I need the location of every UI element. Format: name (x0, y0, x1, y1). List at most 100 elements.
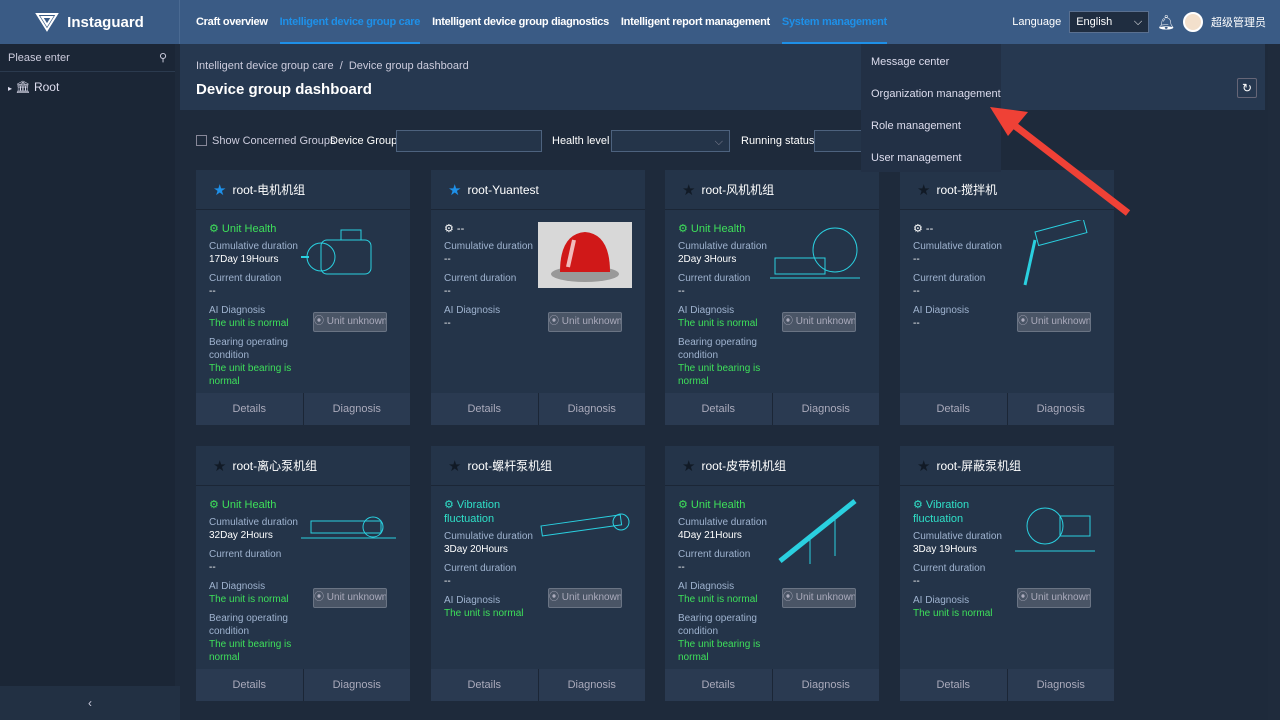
card-status: Unit Health (690, 499, 746, 511)
user-name[interactable]: 超级管理员 (1211, 17, 1266, 29)
scrollbar[interactable] (1268, 44, 1280, 720)
motor-image (301, 229, 372, 275)
star-icon[interactable]: ★ (682, 181, 696, 199)
card-title[interactable]: root-搅拌机 (936, 183, 998, 197)
nav-device-group-diagnostics[interactable]: Intelligent device group diagnostics (432, 16, 609, 28)
canned-pump-image (1015, 507, 1095, 552)
alarm-light-image (538, 222, 632, 288)
ai-value: The unit is normal (209, 594, 289, 605)
language-select[interactable]: English ⌵ (1069, 11, 1150, 33)
refresh-button[interactable]: ↻ (1237, 78, 1257, 98)
card-title[interactable]: root-电机机组 (232, 183, 306, 197)
star-icon[interactable]: ★ (448, 181, 462, 199)
cumulative-label: Cumulative duration (913, 531, 1002, 542)
star-icon[interactable]: ★ (213, 181, 227, 199)
search-icon[interactable]: ⚲ (158, 52, 167, 64)
diagnosis-button[interactable]: Diagnosis (1036, 403, 1085, 415)
cumulative-label: Cumulative duration (678, 241, 767, 252)
details-button[interactable]: Details (900, 393, 1008, 425)
card-title[interactable]: root-风机机组 (701, 183, 775, 197)
unit-status-icon: ⚙︎ (209, 223, 222, 235)
diagnosis-button[interactable]: Diagnosis (1036, 679, 1085, 691)
nav-report-management[interactable]: Intelligent report management (620, 16, 770, 28)
unit-unknown-button[interactable]: ⦿ Unit unknown (782, 312, 856, 332)
star-icon[interactable]: ★ (917, 457, 931, 475)
menu-user-management[interactable]: User management (871, 152, 962, 164)
avatar[interactable] (1183, 12, 1203, 32)
tree-item-root[interactable]: ▸ 🏛︎ Root (0, 72, 175, 102)
card-title[interactable]: root-螺杆泵机组 (467, 459, 553, 473)
card-title[interactable]: root-Yuantest (467, 182, 539, 197)
unit-unknown-button[interactable]: ⦿ Unit unknown (313, 312, 387, 332)
star-icon[interactable]: ★ (682, 457, 696, 475)
star-icon[interactable]: ★ (213, 457, 227, 475)
cumulative-value: 3Day 19Hours (913, 544, 977, 555)
unit-unknown-button[interactable]: ⦿ Unit unknown (548, 312, 622, 332)
show-concerned-label: Show Concerned Groups (212, 135, 336, 147)
star-icon[interactable]: ★ (448, 457, 462, 475)
card-status: Vibration fluctuation (444, 499, 501, 525)
details-button[interactable]: Details (431, 669, 539, 701)
tree-search-input[interactable]: Please enter ⚲ (0, 44, 175, 72)
details-button[interactable]: Details (665, 393, 773, 425)
details-button[interactable]: Details (196, 393, 304, 425)
details-button[interactable]: Details (431, 393, 539, 425)
unit-status-icon: ⚙︎ (209, 499, 222, 511)
sidebar: Please enter ⚲ ▸ 🏛︎ Root ‹ (0, 44, 180, 720)
search-placeholder: Please enter (8, 51, 70, 64)
conveyor-image (778, 499, 857, 564)
ai-value: The unit is normal (209, 318, 289, 329)
unit-unknown-button[interactable]: ⦿ Unit unknown (1017, 312, 1091, 332)
diagnosis-button[interactable]: Diagnosis (567, 679, 616, 691)
collapse-sidebar-button[interactable]: ‹ (0, 686, 180, 720)
health-level-select[interactable]: ⌵ (611, 130, 730, 152)
card-title[interactable]: root-离心泵机组 (232, 459, 318, 473)
unit-unknown-button[interactable]: ⦿ Unit unknown (1017, 588, 1091, 608)
current-value: -- (444, 286, 451, 297)
current-value: -- (913, 286, 920, 297)
caret-right-icon[interactable]: ▸ (8, 84, 13, 93)
unit-unknown-button[interactable]: ⦿ Unit unknown (313, 588, 387, 608)
diagnosis-button[interactable]: Diagnosis (801, 403, 850, 415)
ai-label: AI Diagnosis (444, 305, 501, 316)
device-group-input[interactable] (396, 130, 542, 152)
card-title[interactable]: root-皮带机机组 (701, 459, 787, 473)
ai-value: The unit is normal (444, 608, 524, 619)
card-title[interactable]: root-屏蔽泵机组 (936, 459, 1022, 473)
diagnosis-button[interactable]: Diagnosis (567, 403, 616, 415)
diagnosis-button[interactable]: Diagnosis (332, 403, 381, 415)
details-button[interactable]: Details (196, 669, 304, 701)
menu-message-center[interactable]: Message center (871, 56, 950, 68)
radio-icon: ⦿ (314, 316, 327, 327)
show-concerned-checkbox[interactable] (196, 135, 207, 146)
details-button[interactable]: Details (900, 669, 1008, 701)
details-button[interactable]: Details (665, 669, 773, 701)
unit-unknown-button[interactable]: ⦿ Unit unknown (782, 588, 856, 608)
unit-unknown-button[interactable]: ⦿ Unit unknown (548, 588, 622, 608)
bearing-value: The unit bearing is normal (678, 639, 761, 663)
unit-unknown-label: Unit unknown (1030, 592, 1091, 603)
star-icon[interactable]: ★ (917, 181, 931, 199)
current-value: -- (913, 576, 920, 587)
breadcrumb: Intelligent device group care / Device g… (196, 60, 469, 72)
device-group-card: ★ root-离心泵机组 ⚙︎ Unit Health Cumulative du… (196, 446, 410, 701)
fan-image (770, 227, 860, 279)
device-group-card: ★ root-螺杆泵机组 ⚙︎ Vibration fluctuation Cum… (431, 446, 645, 701)
mixer-image (1023, 220, 1088, 286)
diagnosis-button[interactable]: Diagnosis (801, 679, 850, 691)
menu-organization-management[interactable]: Organization management (871, 88, 1001, 100)
unit-status-icon: ⚙︎ (913, 499, 926, 511)
nav-device-group-care[interactable]: Intelligent device group care (279, 0, 420, 44)
menu-role-management[interactable]: Role management (871, 120, 961, 132)
radio-icon: ⦿ (783, 316, 796, 327)
logo[interactable]: Instaguard (0, 0, 180, 44)
nav-system-management[interactable]: System management (781, 0, 887, 44)
ai-label: AI Diagnosis (678, 305, 735, 316)
bearing-value: The unit bearing is normal (209, 639, 292, 663)
bell-icon[interactable]: 🔔︎ (1157, 13, 1175, 30)
current-label: Current duration (678, 273, 751, 284)
nav-craft-overview[interactable]: Craft overview (196, 16, 268, 28)
device-group-label: Device Group (330, 135, 398, 147)
device-group-card: ★ root-搅拌机 ⚙︎ -- Cumulative duration -- C… (900, 170, 1114, 425)
diagnosis-button[interactable]: Diagnosis (332, 679, 381, 691)
